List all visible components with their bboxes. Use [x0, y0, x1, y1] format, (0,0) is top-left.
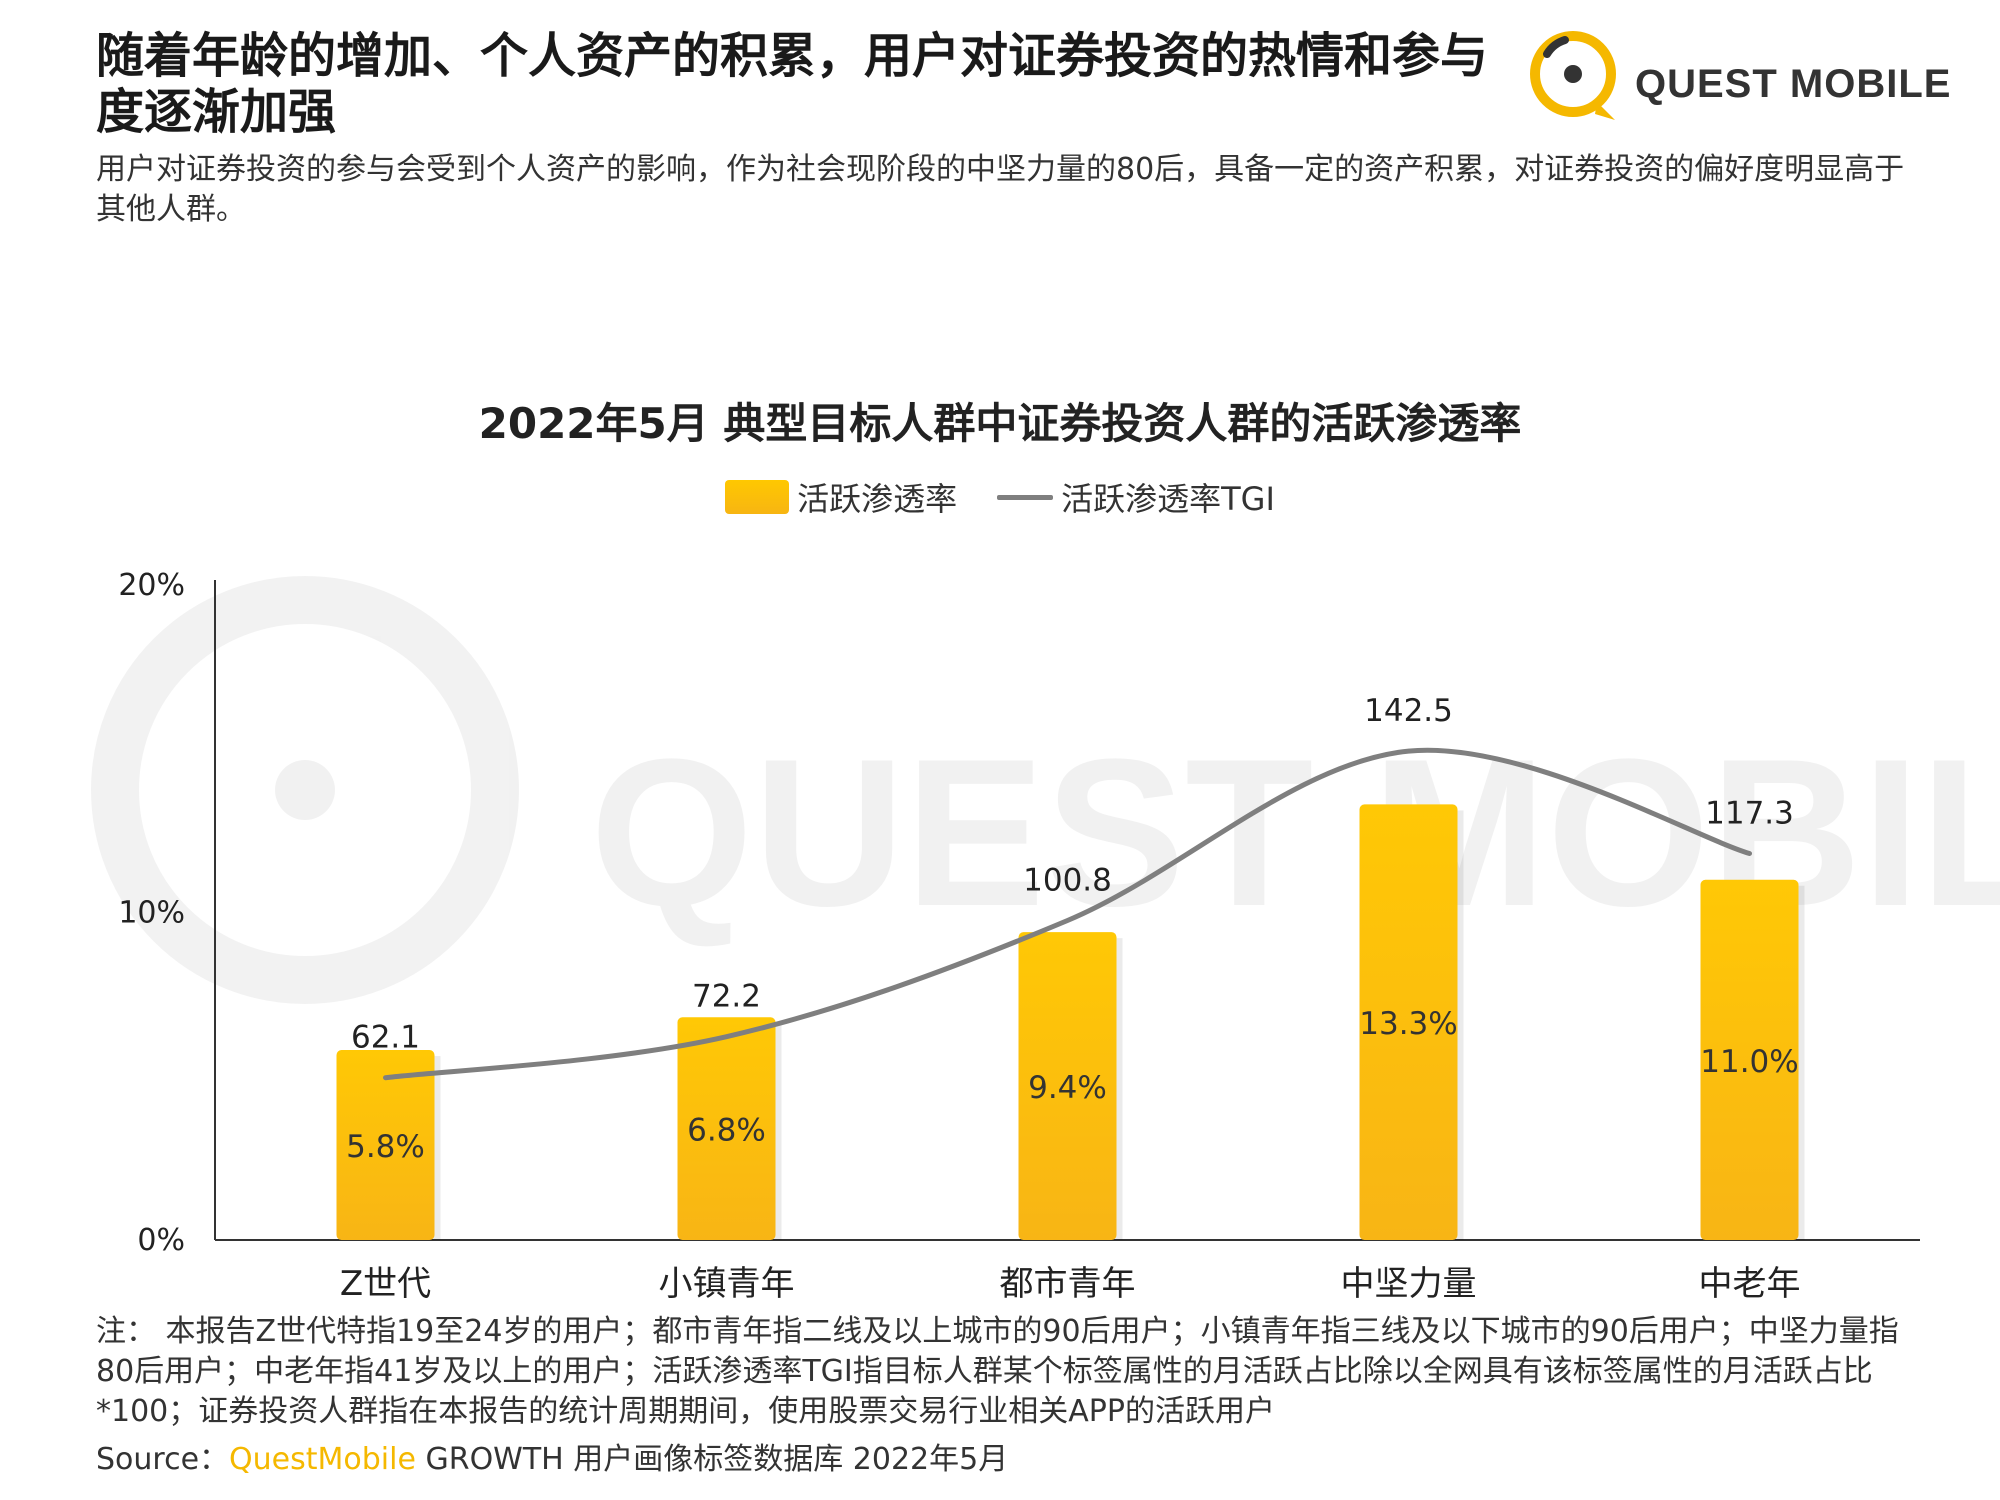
bar-value-label: 6.8% — [687, 1113, 766, 1149]
tgi-value-label: 142.5 — [1364, 693, 1453, 729]
legend-label-bar: 活跃渗透率 — [797, 480, 958, 518]
bar — [336, 1050, 435, 1240]
legend-item-bar: 活跃渗透率 — [725, 474, 957, 520]
x-tick-label: Z世代 — [340, 1264, 431, 1304]
x-tick-label: 都市青年 — [1000, 1264, 1136, 1304]
bar-series: 5.8% 6.8% 9.4% 13.3% 11.0% — [336, 804, 1805, 1240]
source-line: Source：QuestMobile GROWTH 用户画像标签数据库 2022… — [96, 1440, 1008, 1480]
legend-item-line: 活跃渗透率TGI — [997, 474, 1275, 520]
bar-value-label: 13.3% — [1359, 1006, 1457, 1042]
source-brand: QuestMobile — [229, 1442, 416, 1477]
chart-title: 2022年5月 典型目标人群中证券投资人群的活跃渗透率 — [478, 399, 1522, 448]
source-prefix: Source： — [96, 1442, 230, 1477]
bar — [1700, 879, 1799, 1240]
logo-text: QUEST MOBILE — [1635, 62, 1952, 106]
bar — [677, 1017, 776, 1240]
x-axis-labels: Z世代 小镇青年 都市青年 中坚力量 中老年 — [340, 1264, 1801, 1304]
bar-value-label: 5.8% — [346, 1129, 425, 1165]
source-suffix: GROWTH 用户画像标签数据库 2022年5月 — [415, 1442, 1009, 1477]
tgi-value-label: 72.2 — [692, 979, 761, 1015]
bar-value-label: 9.4% — [1028, 1070, 1107, 1106]
page-headline: 随着年龄的增加、个人资产的积累，用户对证券投资的热情和参与度逐渐加强 — [96, 28, 1489, 140]
x-tick-label: 小镇青年 — [659, 1264, 795, 1304]
logo-icon — [1530, 31, 1616, 120]
tgi-line — [383, 747, 1752, 1081]
y-tick-label: 10% — [118, 896, 185, 931]
legend-label-line: 活跃渗透率TGI — [1061, 480, 1275, 518]
y-tick-label: 20% — [118, 568, 185, 603]
legend-swatch-bar — [725, 480, 790, 514]
legend-swatch-line — [997, 494, 1054, 500]
bar — [1359, 804, 1458, 1240]
chart-axes: 0% 10% 20% — [118, 568, 1920, 1258]
tgi-series: 62.1 72.2 100.8 142.5 117.3 — [351, 693, 1794, 1081]
x-tick-label: 中老年 — [1699, 1264, 1801, 1304]
tgi-value-label: 117.3 — [1705, 795, 1794, 831]
footnote: 注： 本报告Z世代特指19至24岁的用户；都市青年指二线及以上城市的90后用户；… — [96, 1314, 1899, 1429]
brand-logo: QUEST MOBILE — [1525, 24, 1955, 124]
bar-value-label: 11.0% — [1700, 1044, 1798, 1080]
chart-legend: 活跃渗透率 活跃渗透率TGI — [0, 474, 2000, 520]
tgi-value-label: 62.1 — [351, 1020, 420, 1056]
tgi-value-label: 100.8 — [1023, 863, 1112, 899]
x-tick-label: 中坚力量 — [1341, 1264, 1477, 1304]
page-subheadline: 用户对证券投资的参与会受到个人资产的影响，作为社会现阶段的中坚力量的80后，具备… — [96, 152, 1905, 227]
y-tick-label: 0% — [137, 1223, 185, 1258]
bar — [1018, 932, 1117, 1240]
